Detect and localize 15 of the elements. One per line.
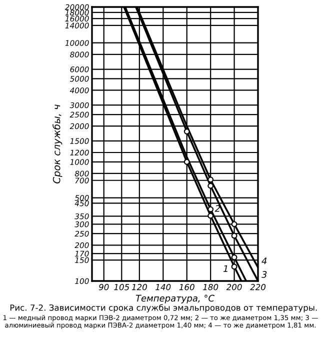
series-label: 4: [262, 258, 267, 264]
x-tick-label: 200: [226, 284, 242, 290]
x-tick-label: 140: [156, 284, 171, 290]
series-label: 1: [223, 265, 228, 272]
x-tick-label: 120: [132, 284, 147, 290]
y-axis-title: Срок службы, ч: [52, 104, 62, 184]
text: Рис. 7-2. Зависимости срока службы эмальпроводов от температуры.: [10, 304, 317, 312]
x-axis-title: Температура, °C: [136, 294, 214, 304]
series-label: 3: [261, 271, 267, 278]
x-tick-label: 220: [250, 284, 266, 290]
series-label: 2: [214, 205, 220, 212]
x-tick-label: 160: [179, 284, 194, 290]
x-tick-label: 90: [98, 284, 109, 290]
x-tick-label: 105: [114, 284, 130, 290]
x-tick-label: 180: [203, 284, 218, 290]
